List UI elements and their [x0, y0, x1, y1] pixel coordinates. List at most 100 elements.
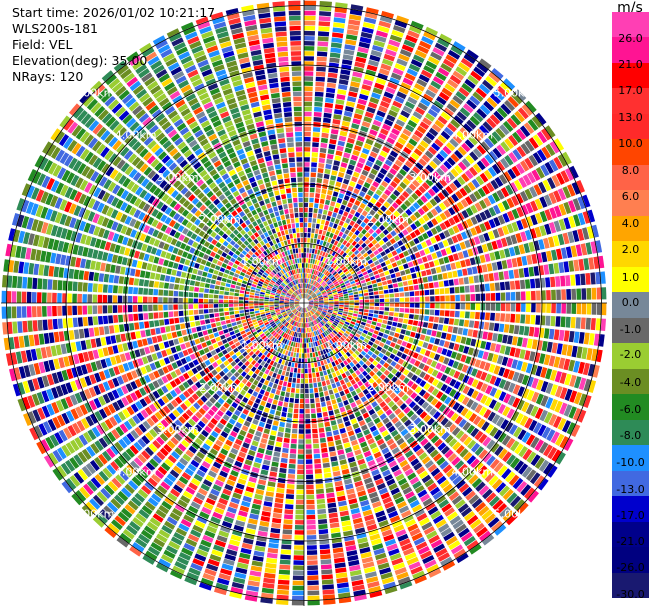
range-gate [339, 406, 346, 413]
range-gate [524, 140, 535, 152]
range-gate [316, 493, 325, 499]
range-gate [582, 227, 590, 240]
range-gate [292, 342, 296, 347]
range-gate [419, 290, 425, 296]
range-gate [374, 243, 381, 249]
range-gate [258, 421, 265, 428]
range-gate [463, 53, 476, 64]
range-gate [555, 316, 561, 327]
range-gate [390, 72, 402, 81]
range-gate [375, 201, 382, 208]
range-gate [357, 317, 362, 321]
range-gate [381, 213, 389, 220]
range-gate [515, 314, 521, 323]
range-gate [299, 409, 304, 414]
range-gate [269, 409, 276, 415]
range-gate [325, 288, 331, 292]
range-gate [442, 175, 452, 184]
range-gate [373, 330, 379, 335]
range-gate [185, 341, 191, 348]
range-gate [394, 20, 408, 29]
range-gate [313, 127, 321, 132]
range-gate [428, 127, 439, 137]
range-gate [531, 169, 541, 181]
range-gate [434, 42, 448, 52]
range-gate [388, 39, 401, 48]
range-gate [277, 482, 285, 489]
range-gate [338, 310, 343, 313]
range-gate [518, 177, 528, 188]
range-gate [306, 348, 310, 353]
range-gate [386, 217, 393, 225]
range-gate [334, 306, 339, 308]
range-gate [373, 314, 379, 318]
range-gate [260, 515, 270, 522]
range-gate [297, 469, 304, 475]
range-gate [384, 189, 392, 196]
range-gate [397, 215, 405, 223]
range-gate [370, 246, 377, 252]
range-gate [333, 258, 339, 264]
range-gate [325, 286, 330, 291]
range-gate [309, 388, 314, 394]
range-gate [489, 283, 495, 291]
range-gate [378, 20, 391, 29]
range-gate [317, 284, 322, 289]
range-gate [457, 269, 463, 277]
range-gate [309, 383, 313, 389]
range-gate [296, 494, 304, 500]
range-gate [318, 157, 326, 164]
range-gate [344, 280, 350, 284]
range-gate [544, 223, 552, 235]
range-gate [320, 280, 325, 285]
range-gate [317, 294, 322, 297]
range-gate [390, 326, 397, 332]
range-gate [366, 249, 373, 255]
range-gate [580, 317, 586, 330]
range-gate [362, 286, 368, 290]
range-gate [340, 282, 345, 287]
range-gate [349, 86, 359, 93]
range-gate [492, 192, 501, 203]
range-gate [457, 251, 464, 260]
range-gate [313, 238, 317, 244]
range-gate [353, 264, 359, 270]
range-gate [314, 300, 319, 302]
range-gate [305, 283, 307, 288]
range-gate [318, 366, 323, 372]
range-gate [306, 338, 309, 343]
range-gate [365, 255, 371, 261]
range-gate [396, 172, 404, 181]
range-gate [428, 261, 435, 268]
range-gate [534, 226, 542, 238]
range-gate [353, 188, 360, 195]
range-gate [439, 222, 447, 231]
range-gate [503, 324, 510, 333]
range-gate [492, 147, 502, 159]
range-gate [480, 340, 487, 349]
range-gate [439, 164, 449, 173]
range-gate [541, 340, 548, 352]
range-gate [409, 240, 416, 247]
range-gate [269, 471, 278, 477]
range-gate [292, 423, 298, 429]
range-gate [414, 290, 420, 296]
range-gate [307, 228, 311, 233]
range-gate [525, 202, 534, 214]
range-gate [388, 132, 398, 141]
range-gate [393, 267, 400, 273]
range-gate [553, 138, 565, 151]
range-gate [307, 295, 310, 299]
range-gate [455, 303, 460, 310]
range-gate [293, 555, 304, 560]
range-gate [389, 298, 395, 302]
range-gate [513, 245, 521, 256]
range-gate [339, 510, 349, 517]
range-gate [531, 115, 543, 128]
range-gate [358, 273, 364, 278]
range-gate [375, 77, 387, 86]
range-gate [568, 359, 576, 372]
range-gate [304, 10, 316, 16]
range-gate [437, 192, 446, 201]
range-gate [304, 167, 310, 172]
